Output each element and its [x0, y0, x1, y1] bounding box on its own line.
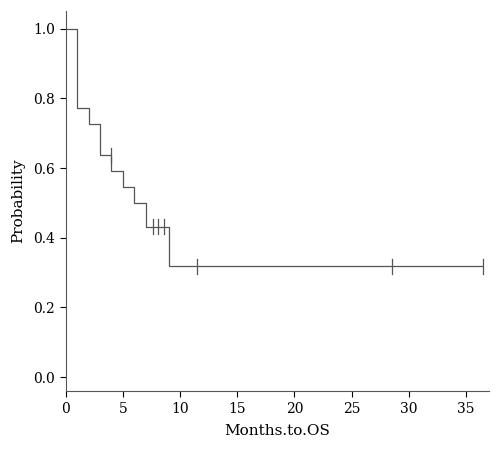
X-axis label: Months.to.OS: Months.to.OS — [224, 424, 330, 438]
Y-axis label: Probability: Probability — [11, 159, 25, 243]
